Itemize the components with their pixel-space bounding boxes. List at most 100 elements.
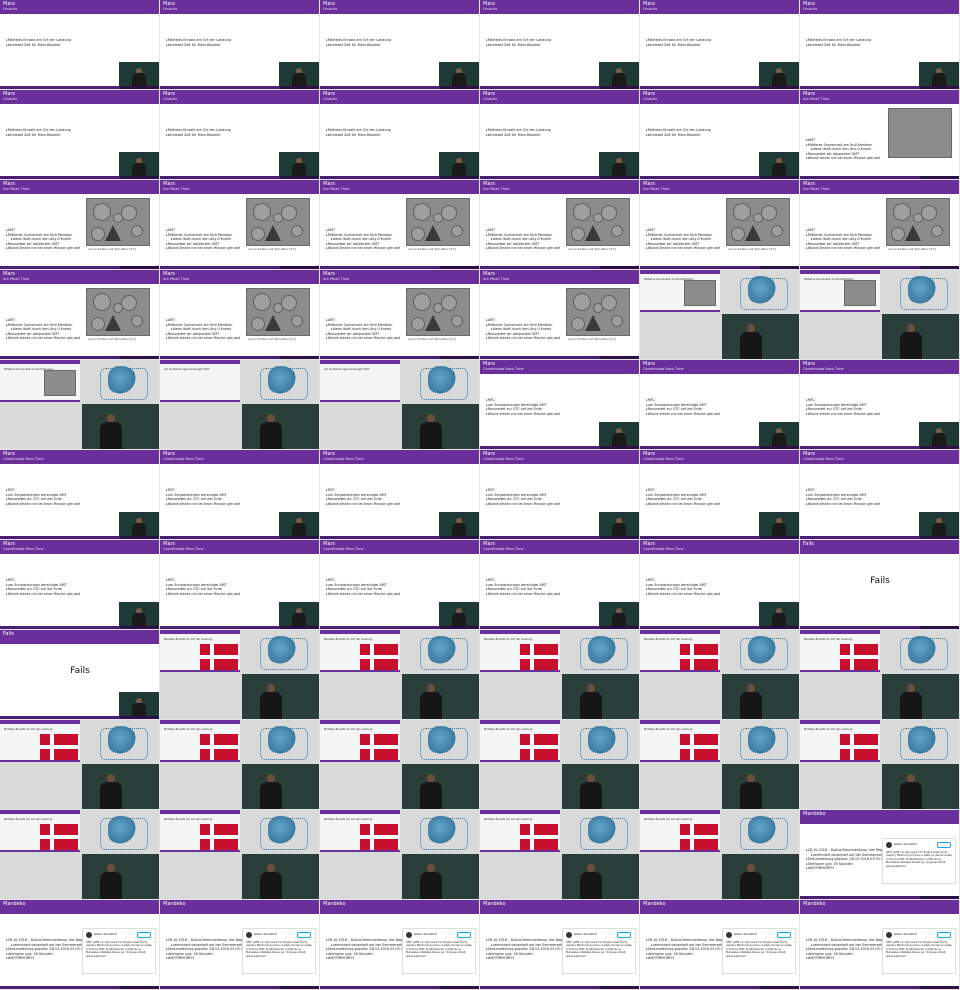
slide-header: Mars Coordinated Mars Time (800, 450, 959, 464)
slide-thumbnail[interactable]: Mittleres Sonnenzeit am Null-Meridian (800, 270, 960, 360)
follow-button[interactable] (777, 932, 791, 938)
slide-thumbnail[interactable]: Metrikes Einsatz am Ort der Landung (320, 630, 480, 720)
slide-thumbnail[interactable]: Metrikes Einsatz am Ort der Landung (160, 810, 320, 900)
slide-thumbnail[interactable]: Metrikes Einsatz am Ort der Landung (0, 810, 160, 900)
slide-thumbnail[interactable]: Fails Fails (800, 540, 960, 630)
slide-thumbnail[interactable]: Fails Fails (0, 630, 160, 720)
speaker-body (772, 73, 786, 86)
slide-thumbnail[interactable]: um Schwankungen bereinigte AMT (160, 360, 320, 450)
bullet-item: Wurde bisher nie bei einer Mission genut… (166, 246, 246, 251)
slide-thumbnail[interactable]: Metrikes Einsatz am Ort der Landung (320, 810, 480, 900)
bullet-item: Vertrauen gut: 16 Stunden (646, 952, 726, 957)
slide-header: Mandeko (640, 900, 799, 914)
bullet-list: 28.10.2018 – Kultus Beschneidung: alle R… (646, 938, 742, 961)
bullet-item: um Schwankungen bereinigte AMT (486, 493, 566, 498)
bullet-item: keinlebst Zeit für Mars-Roboter (326, 43, 406, 48)
slide-thumbnail[interactable]: Metrikes Einsatz am Ort der Landung (480, 810, 640, 900)
bullet-list: Metrikes Einsatz am Ort der Landungkeinl… (166, 38, 246, 47)
slide-thumbnail[interactable]: Metrikes Einsatz am Ort der Landung (160, 720, 320, 810)
follow-button[interactable] (297, 932, 311, 938)
slide-thumbnail[interactable]: Metrikes Einsatz am Ort der Landung (640, 630, 800, 720)
bullet-item: #NOTREKORFH (166, 956, 246, 961)
slide-thumbnail[interactable]: Metrikes Einsatz am Ort der Landung (800, 630, 960, 720)
slide-thumbnail[interactable]: Metrikes Einsatz am Ort der Landung (480, 630, 640, 720)
crater (413, 293, 431, 311)
slide-thumbnail[interactable]: Metrikes Einsatz am Ort der Landung (800, 720, 960, 810)
slide-thumbnail[interactable]: Mittleres Sonnenzeit am Null-Meridian (0, 360, 160, 450)
speaker (740, 324, 762, 359)
slide-thumbnail[interactable]: Mandeko 28.10.2018 – Kultus Beschneidung:… (480, 900, 640, 990)
slide-thumbnail[interactable]: Mandeko 28.10.2018 – Kultus Beschneidung:… (320, 900, 480, 990)
slide-thumbnail[interactable]: Metrikes Einsatz am Ort der Landung (320, 720, 480, 810)
speaker-body (740, 692, 762, 719)
slide-thumbnail[interactable]: Metrikes Einsatz am Ort der Landung (0, 720, 160, 810)
bullet-item: diese läuft durch den Airy-0 Krater (326, 327, 406, 332)
slide-thumbnail[interactable]: Mandeko 28.10.2018 – Kultus Beschneidung:… (640, 900, 800, 990)
slide-thumbnail[interactable]: Metrikes Einsatz am Ort der Landung (480, 720, 640, 810)
slide-thumbnail[interactable]: Metrikes Einsatz am Ort der Landung (160, 630, 320, 720)
slide-thumbnail[interactable]: Mandeko 28.10.2018 – Kultus Beschneidung:… (160, 900, 320, 990)
fails-title: Fails (70, 666, 90, 676)
follow-button[interactable] (457, 932, 471, 938)
slide-header: Mars Coordinated Mars Time (480, 540, 639, 554)
slide-thumbnail[interactable]: um Schwankungen bereinigte AMT (320, 360, 480, 450)
speaker-body (292, 613, 306, 626)
slide-thumbnail[interactable]: Mandeko 28.10.2018 – Kultus Beschneidung:… (0, 900, 160, 990)
bullet-item: Rauszeitet wir abspeziert GMT (806, 152, 886, 157)
crater (281, 295, 297, 311)
follow-button[interactable] (137, 932, 151, 938)
follow-button[interactable] (617, 932, 631, 938)
follow-button[interactable] (937, 932, 951, 938)
speaker (260, 864, 282, 899)
follow-button[interactable] (937, 842, 951, 848)
flag-cross-horizontal (200, 835, 238, 839)
slide-thumbnail[interactable]: Mandeko 28.10.2018 – Kultus Beschneidung:… (800, 810, 960, 900)
hackerspace-logo (268, 636, 298, 666)
slide-thumbnail[interactable]: Mandeko 28.10.2018 – Kultus Beschneidung:… (800, 900, 960, 990)
bullet-item: Wurde bisher nie bei einer Mission genut… (326, 502, 406, 507)
slide-thumbnail[interactable]: Metrikes Einsatz am Ort der Landung (640, 810, 800, 900)
slide-thumbnail[interactable]: Mittleres Sonnenzeit am Null-Meridian (640, 270, 800, 360)
slide-thumbnail[interactable]: Metrikes Einsatz am Ort der Landung (640, 720, 800, 810)
projected-slide: Mittleres Sonnenzeit am Null-Meridian (640, 270, 720, 312)
crater (93, 293, 111, 311)
airy-crater-image (406, 288, 470, 336)
speaker (932, 518, 946, 536)
